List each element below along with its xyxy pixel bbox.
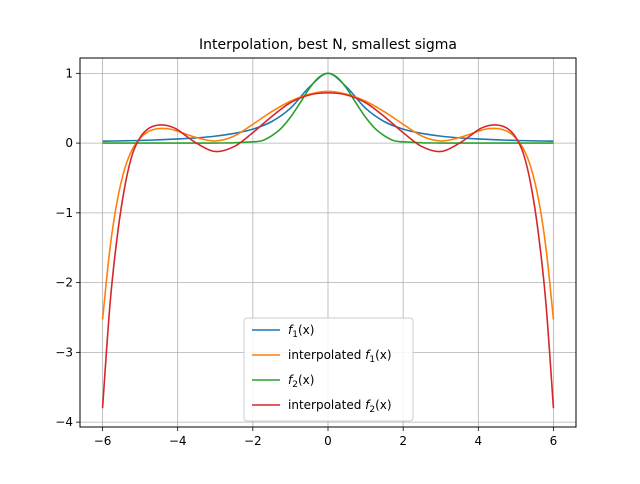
- legend-label-3: f2(x): [288, 373, 314, 390]
- legend-label-4: interpolated f2(x): [288, 398, 392, 415]
- x-tick-label: −4: [169, 434, 187, 448]
- x-tick-label: −6: [94, 434, 112, 448]
- y-tick-label: −4: [55, 415, 73, 429]
- y-tick-label: 1: [65, 66, 73, 80]
- chart-title: Interpolation, best N, smallest sigma: [199, 37, 457, 53]
- y-tick-label: −3: [55, 345, 73, 359]
- x-tick-label: −2: [244, 434, 262, 448]
- x-tick-label: 2: [399, 434, 407, 448]
- legend: f1(x) interpolated f1(x) f2(x) interpolated…: [243, 317, 414, 422]
- y-tick-label: 0: [65, 136, 73, 150]
- y-tick-label: −1: [55, 206, 73, 220]
- series-lines: [101, 72, 555, 409]
- legend-label-2: interpolated f1(x): [288, 348, 392, 365]
- legend-label-1: f1(x): [288, 323, 314, 340]
- series-line-2: [101, 90, 555, 320]
- x-tick-label: 4: [474, 434, 482, 448]
- axis-ticks: −6 −4 −2 0 2 4 6 −4 −3 −2 −1 0 1: [55, 66, 557, 448]
- x-tick-label: 6: [550, 434, 558, 448]
- legend-box: [243, 317, 414, 422]
- grid: [80, 58, 576, 427]
- y-tick-label: −2: [55, 276, 73, 290]
- series-line-4: [101, 92, 555, 409]
- x-tick-label: 0: [324, 434, 332, 448]
